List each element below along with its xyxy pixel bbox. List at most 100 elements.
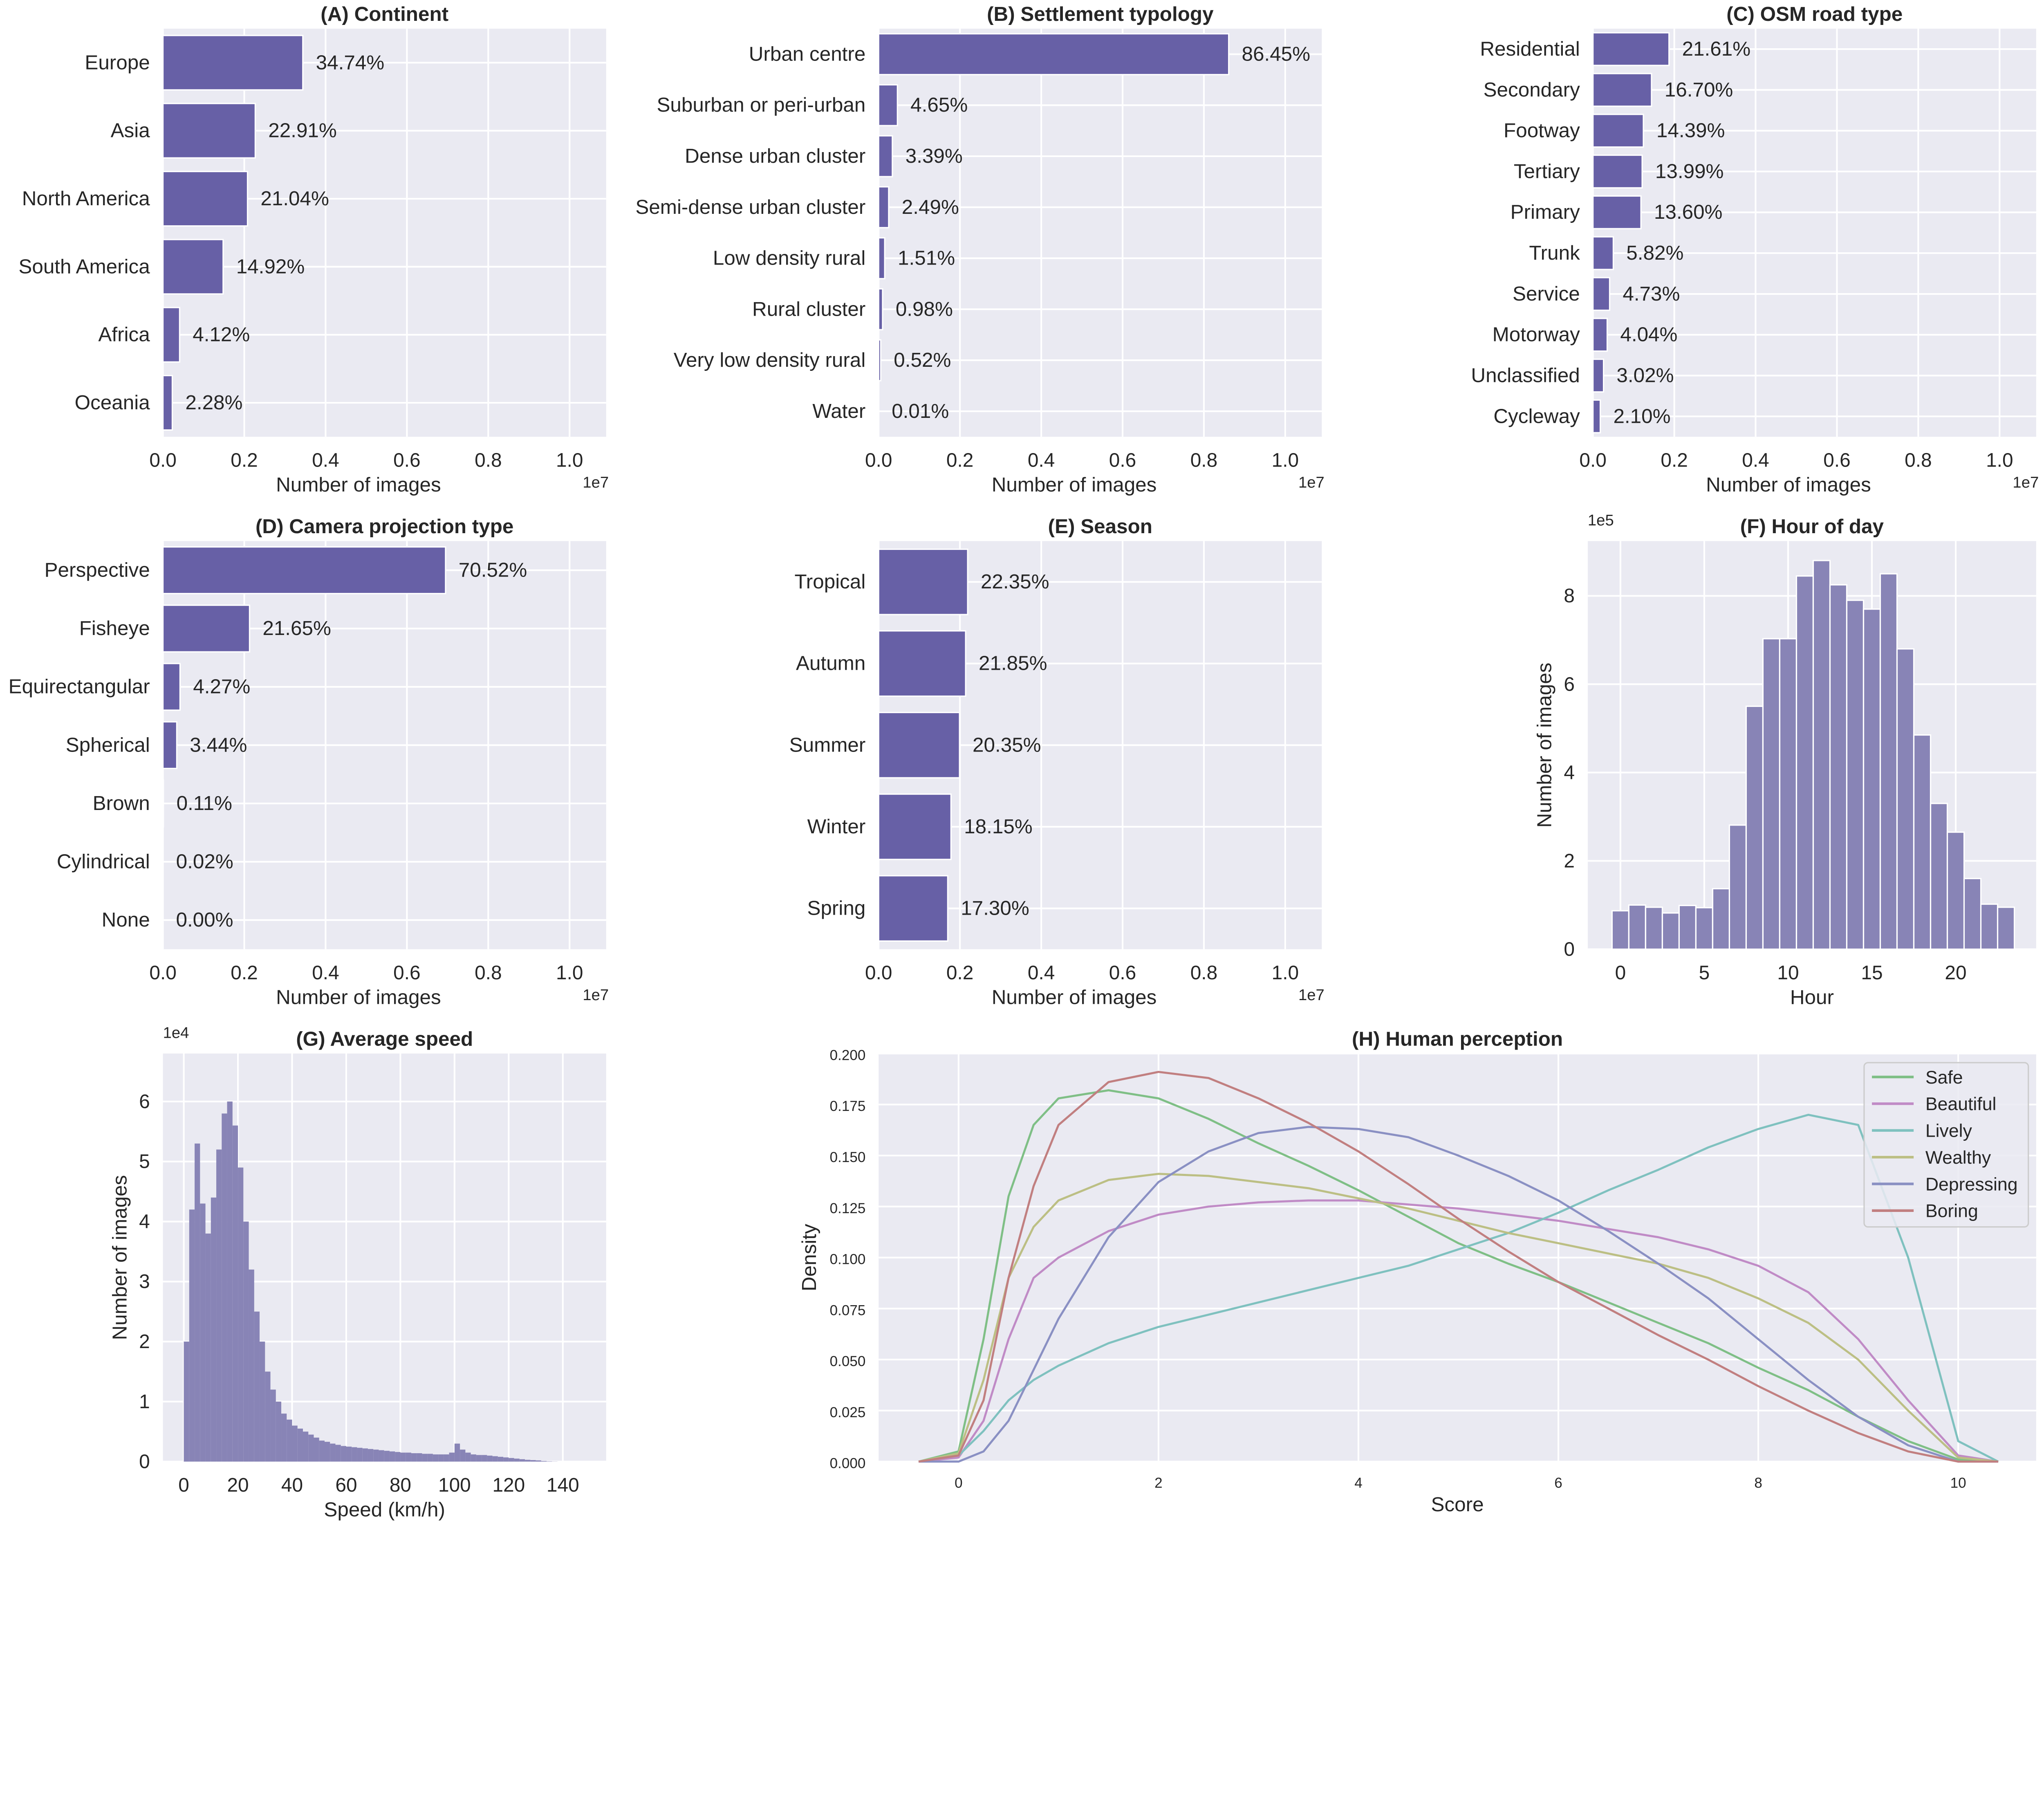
x-tick-label: 10 <box>1950 1475 1966 1491</box>
y-tick-label: 1 <box>139 1391 150 1413</box>
bar-value-label: 0.98% <box>896 298 953 320</box>
y-tick-label: 0.025 <box>830 1405 866 1420</box>
x-tick-label: 0.6 <box>1109 962 1136 984</box>
histogram-bar <box>1795 575 1814 950</box>
x-tick-label: 1.0 <box>556 962 583 984</box>
category-label: Rural cluster <box>752 298 865 320</box>
histogram-bar <box>195 1143 200 1462</box>
x-tick-label: 0.8 <box>1905 450 1932 471</box>
y-tick-label: 4 <box>139 1211 150 1232</box>
legend-label: Beautiful <box>1925 1094 1997 1114</box>
category-label: Service <box>1513 283 1580 305</box>
x-tick-label: 0.0 <box>865 450 892 471</box>
category-label: Very low density rural <box>674 349 866 371</box>
histogram-bar <box>1812 560 1831 950</box>
bar <box>878 237 885 280</box>
histogram-bar <box>1829 584 1848 950</box>
category-label: Cycleway <box>1493 405 1580 427</box>
histogram-bar <box>400 1452 406 1462</box>
x-tick-label: 0.4 <box>1742 450 1769 471</box>
histogram-bar <box>368 1449 374 1462</box>
bar-value-label: 3.39% <box>905 145 963 167</box>
category-label: Residential <box>1480 38 1580 60</box>
histogram-bar <box>547 1461 552 1462</box>
histogram-bar <box>487 1455 493 1462</box>
histogram-bar <box>249 1269 254 1462</box>
histogram-bar <box>303 1432 309 1462</box>
histogram-bar <box>395 1452 401 1462</box>
bar-value-label: 86.45% <box>1242 43 1311 65</box>
x-tick-label: 6 <box>1554 1475 1562 1491</box>
bar-value-label: 21.65% <box>262 617 331 639</box>
category-label: Perspective <box>45 559 150 581</box>
y-tick-label: 2 <box>139 1331 150 1353</box>
bar <box>1592 359 1605 393</box>
bar <box>878 288 883 330</box>
category-label: South America <box>18 255 150 278</box>
bar-value-label: 2.10% <box>1613 405 1670 427</box>
histogram-bar <box>276 1401 282 1462</box>
bar-value-label: 0.01% <box>892 400 949 422</box>
histogram-bar <box>465 1452 471 1462</box>
panel-2: (C) OSM road type 0.0 0.2 0.4 0.6 0.8 1.0 Numbe… <box>1471 3 2039 496</box>
panel-3: (D) Camera projection type 0.0 0.2 0.4 0.6 0.… <box>9 515 609 1008</box>
histogram-bar <box>1762 638 1781 950</box>
x-tick-label: 4 <box>1354 1475 1363 1491</box>
x-tick-label: 0.4 <box>312 450 339 471</box>
bar <box>878 793 952 860</box>
bar <box>1592 154 1643 189</box>
bar <box>162 239 224 295</box>
category-label: Autumn <box>796 652 865 675</box>
bar <box>878 875 948 942</box>
x-axis-label: Score <box>1431 1493 1484 1516</box>
bar <box>1592 277 1611 311</box>
category-label: Spring <box>807 897 866 920</box>
histogram-bar <box>1879 573 1898 950</box>
y-offset-label: 1e4 <box>163 1024 189 1041</box>
legend-label: Safe <box>1925 1068 1963 1088</box>
category-label: Equirectangular <box>9 675 150 698</box>
y-tick-label: 0.100 <box>830 1252 866 1268</box>
bar-value-label: 4.12% <box>193 323 250 346</box>
category-label: Spherical <box>66 734 150 756</box>
histogram-bar <box>482 1455 487 1462</box>
x-tick-label: 8 <box>1754 1475 1762 1491</box>
x-tick-label: 0.8 <box>1190 962 1218 984</box>
x-offset-label: 1e7 <box>2013 474 2039 491</box>
histogram-bar <box>1628 904 1646 950</box>
histogram-bar <box>1913 734 1932 950</box>
x-tick-label: 0.4 <box>312 962 339 984</box>
histogram-bar <box>243 1221 249 1462</box>
y-tick-label: 8 <box>1564 585 1575 607</box>
chart-title: (B) Settlement typology <box>987 3 1214 25</box>
y-axis-label: Number of images <box>108 1175 131 1340</box>
bar <box>1592 399 1601 433</box>
category-label: Cylindrical <box>57 850 150 873</box>
x-tick-label: 0.0 <box>865 962 892 984</box>
histogram-bar <box>454 1443 460 1462</box>
bar-value-label: 2.28% <box>185 391 242 414</box>
histogram-bar <box>222 1113 227 1462</box>
x-tick-label: 10 <box>1777 962 1799 984</box>
histogram-bar <box>1846 599 1865 950</box>
histogram-bar <box>1930 803 1948 950</box>
x-tick-label: 15 <box>1861 962 1883 984</box>
histogram-bar <box>281 1414 287 1462</box>
bar-value-label: 3.02% <box>1616 364 1674 386</box>
category-label: Low density rural <box>713 247 865 269</box>
bar <box>878 339 881 381</box>
chart-title: (H) Human perception <box>1352 1028 1563 1050</box>
x-axis-label: Number of images <box>992 473 1157 496</box>
bar <box>878 630 966 697</box>
panel-0: (A) Continent 0.0 0.2 0.4 0.6 0.8 1.0 Number of… <box>18 3 609 496</box>
bar-value-label: 4.27% <box>193 675 250 698</box>
x-tick-label: 20 <box>227 1474 249 1496</box>
bar <box>878 186 890 229</box>
panel-6: (G) Average speed 0 20 40 60 80 100 120 140 0 1 2 3 4… <box>108 1024 606 1521</box>
histogram-bar <box>341 1446 346 1462</box>
histogram-bar <box>216 1149 222 1462</box>
bar <box>162 103 256 159</box>
bar-value-label: 4.73% <box>1623 283 1680 305</box>
series-line-safe <box>918 1089 1999 1463</box>
x-tick-label: 0.4 <box>1028 450 1055 471</box>
